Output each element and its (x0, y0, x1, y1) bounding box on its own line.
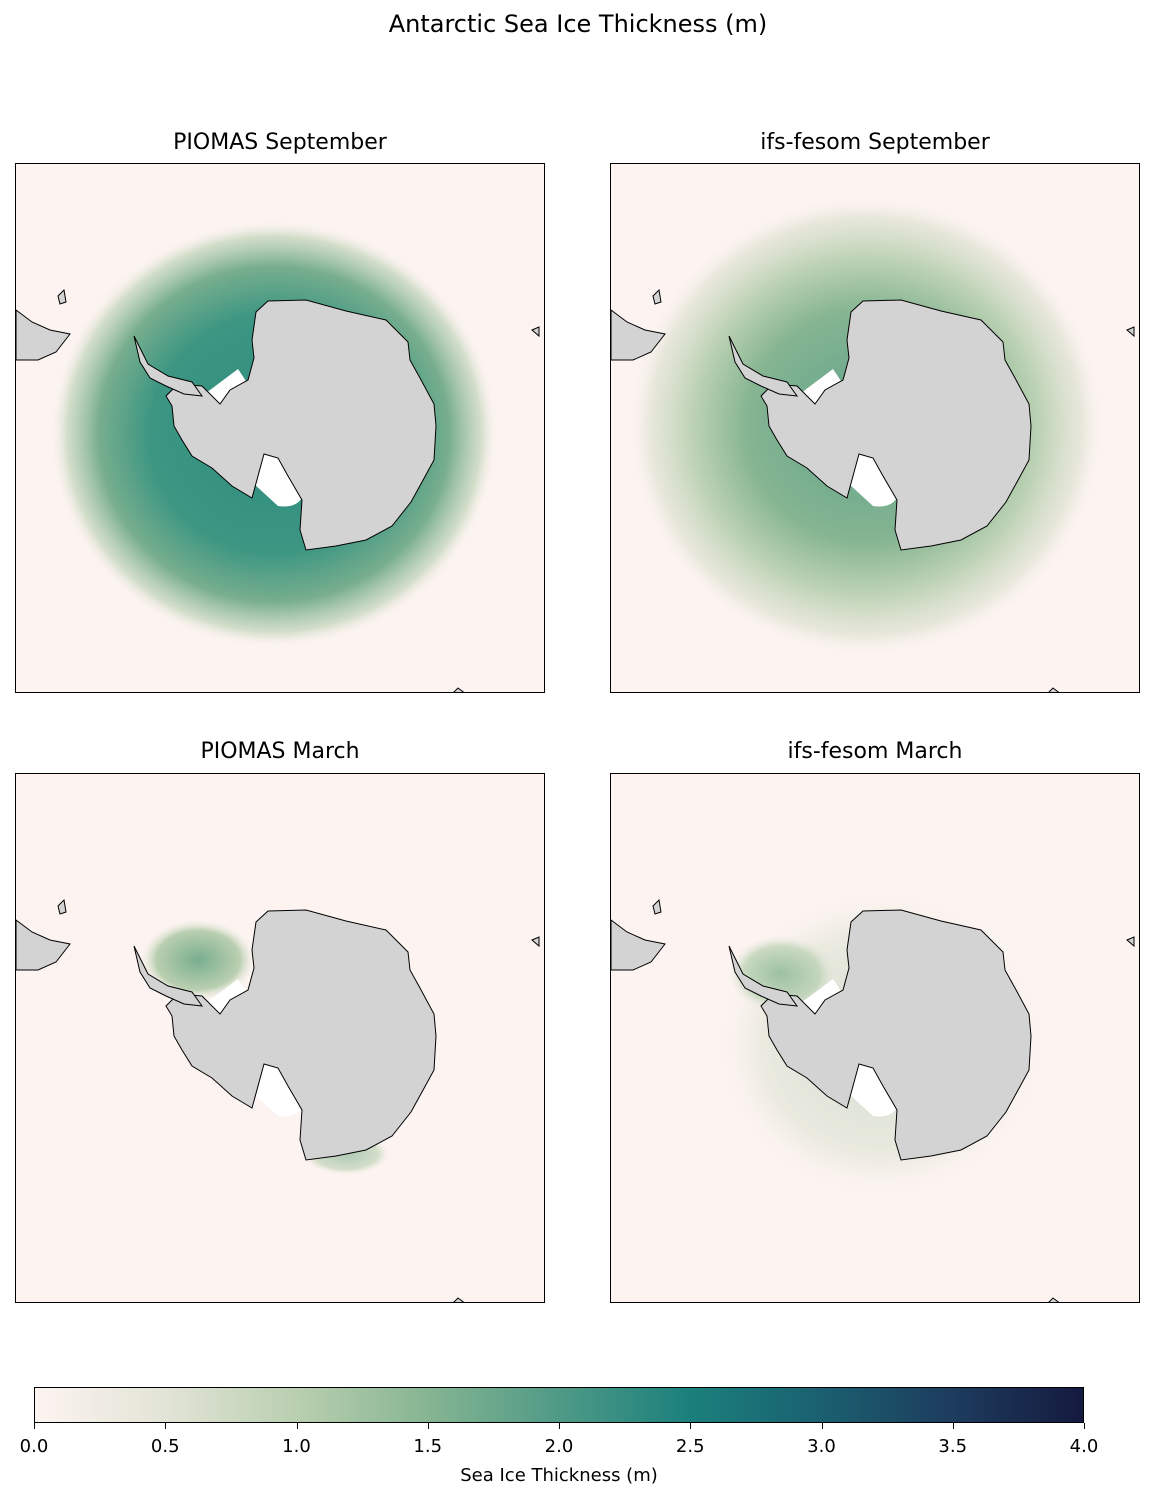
colorbar-tick (690, 1423, 692, 1429)
map-svg (611, 194, 1135, 692)
island-east (531, 326, 540, 338)
ice-shelf-ross (843, 453, 899, 507)
panel-title-piomas-september: PIOMAS September (173, 130, 387, 155)
panel-title-fesom-september: ifs-fesom September (760, 130, 990, 155)
falkland-islands (57, 898, 67, 915)
antarctic-peninsula (728, 335, 799, 397)
antarctic-peninsula (133, 945, 204, 1007)
antarctic-peninsula (728, 945, 799, 1007)
south-america-tip (16, 919, 71, 971)
panel-title-piomas-march: PIOMAS March (200, 739, 360, 764)
antarctica-landmass (760, 909, 1032, 1161)
falkland-islands (652, 288, 662, 305)
map-svg (16, 219, 540, 692)
figure-title: Antarctic Sea Ice Thickness (m) (388, 10, 768, 38)
colorbar-tick-label: 1.5 (413, 1436, 443, 1457)
antarctic-peninsula (133, 335, 204, 397)
colorbar-tick-label: 3.0 (807, 1436, 836, 1457)
colorbar-tick (296, 1423, 298, 1429)
island-bottom (1048, 1297, 1060, 1302)
map-fesom-march (610, 773, 1140, 1303)
island-bottom (453, 1297, 465, 1302)
colorbar-tick-label: 2.5 (675, 1436, 705, 1457)
map-svg (16, 898, 540, 1302)
colorbar-tick-label: 4.0 (1069, 1436, 1099, 1457)
antarctica-landmass (165, 299, 437, 551)
colorbar-tick (34, 1423, 35, 1429)
colorbar-label: Sea Ice Thickness (m) (460, 1465, 658, 1486)
colorbar-tick-label: 3.5 (938, 1436, 968, 1457)
colorbar-tick (952, 1423, 954, 1429)
south-america-tip (611, 309, 666, 361)
colorbar-tick-label: 0.5 (150, 1436, 180, 1457)
colorbar-tick (427, 1423, 429, 1429)
map-fesom-september (610, 163, 1140, 693)
colorbar-tick-label: 0.0 (19, 1436, 49, 1457)
falkland-islands (57, 288, 67, 305)
colorbar-tick (821, 1423, 823, 1429)
ice-shelf-ross (248, 1063, 304, 1117)
antarctica-landmass (760, 299, 1032, 551)
colorbar-tick-label: 2.0 (544, 1436, 574, 1457)
south-america-tip (611, 919, 666, 971)
ice-shelf-ross (248, 453, 304, 507)
sea-ice-weddell (138, 918, 258, 1002)
ice-shelf-ross (843, 1063, 899, 1117)
colorbar-tick (1084, 1423, 1085, 1429)
island-east (1126, 936, 1135, 948)
island-east (531, 936, 540, 948)
colorbar-tick-label: 1.0 (282, 1436, 311, 1457)
island-east (1126, 326, 1135, 338)
colorbar (34, 1387, 1084, 1423)
map-piomas-september (15, 163, 545, 693)
map-piomas-march (15, 773, 545, 1303)
island-bottom (1048, 687, 1060, 692)
map-svg (611, 884, 1135, 1302)
island-bottom (453, 687, 465, 692)
panel-title-fesom-march: ifs-fesom March (787, 739, 963, 764)
colorbar-tick (165, 1423, 167, 1429)
south-america-tip (16, 309, 71, 361)
falkland-islands (652, 898, 662, 915)
antarctica-landmass (165, 909, 437, 1161)
colorbar-tick (559, 1423, 560, 1429)
